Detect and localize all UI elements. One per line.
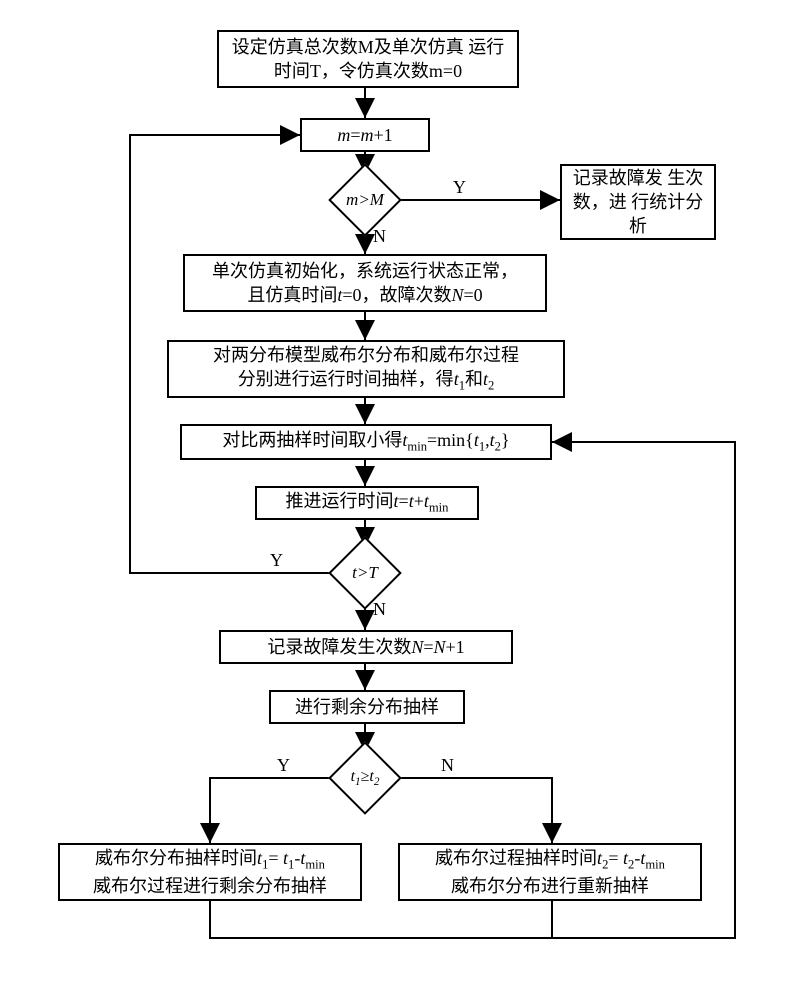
label-n12-y: Y (277, 755, 290, 776)
label-n3-n: N (373, 226, 386, 247)
node-branch-no: 威布尔过程抽样时间t2= t2-tmin威布尔分布进行重新抽样 (398, 843, 702, 901)
node-increment-N-text: 记录故障发生次数N=N+1 (267, 635, 464, 659)
node-tmin: 对比两抽样时间取小得tmin=min{t1,t2} (180, 424, 552, 460)
node-record-stats: 记录故障发 生次数，进 行统计分析 (560, 164, 716, 240)
node-sampling: 对两分布模型威布尔分布和威布尔过程分别进行运行时间抽样，得t1和t2 (167, 340, 565, 398)
label-n12-n: N (441, 755, 454, 776)
node-sampling-text: 对两分布模型威布尔分布和威布尔过程分别进行运行时间抽样，得t1和t2 (213, 343, 519, 395)
label-n9-y: Y (270, 550, 283, 571)
node-branch-yes: 威布尔分布抽样时间t1= t1-tmin威布尔过程进行剩余分布抽样 (58, 843, 362, 901)
node-increment-N: 记录故障发生次数N=N+1 (219, 630, 513, 664)
node-tmin-text: 对比两抽样时间取小得tmin=min{t1,t2} (222, 428, 509, 456)
node-advance-t: 推进运行时间t=t+tmin (255, 486, 479, 520)
node-init: 设定仿真总次数M及单次仿真 运行时间T，令仿真次数m=0 (217, 30, 519, 88)
node-advance-t-text: 推进运行时间t=t+tmin (286, 489, 449, 517)
decision-t-gt-T: t>T (339, 547, 391, 599)
node-residual: 进行剩余分布抽样 (269, 690, 465, 724)
node-single-init: 单次仿真初始化，系统运行状态正常，且仿真时间t=0，故障次数N=0 (183, 254, 547, 312)
label-n9-n: N (373, 599, 386, 620)
label-n3-y: Y (453, 177, 466, 198)
node-increment-m: m=m+1 (300, 118, 430, 152)
decision-t1-ge-t2: t1≥t2 (339, 752, 391, 804)
node-residual-text: 进行剩余分布抽样 (295, 695, 439, 719)
node-branch-no-text: 威布尔过程抽样时间t2= t2-tmin威布尔分布进行重新抽样 (435, 846, 665, 898)
node-branch-yes-text: 威布尔分布抽样时间t1= t1-tmin威布尔过程进行剩余分布抽样 (93, 846, 327, 898)
decision-t1-ge-t2-text: t1≥t2 (351, 768, 380, 788)
decision-t-gt-T-text: t>T (352, 563, 378, 583)
decision-m-gt-M-text: m>M (346, 190, 384, 210)
node-increment-m-text: m=m+1 (337, 123, 392, 147)
node-single-init-text: 单次仿真初始化，系统运行状态正常，且仿真时间t=0，故障次数N=0 (212, 259, 518, 308)
node-init-text: 设定仿真总次数M及单次仿真 运行时间T，令仿真次数m=0 (229, 35, 507, 84)
node-record-stats-text: 记录故障发 生次数，进 行统计分析 (572, 166, 704, 239)
decision-m-gt-M: m>M (339, 174, 391, 226)
